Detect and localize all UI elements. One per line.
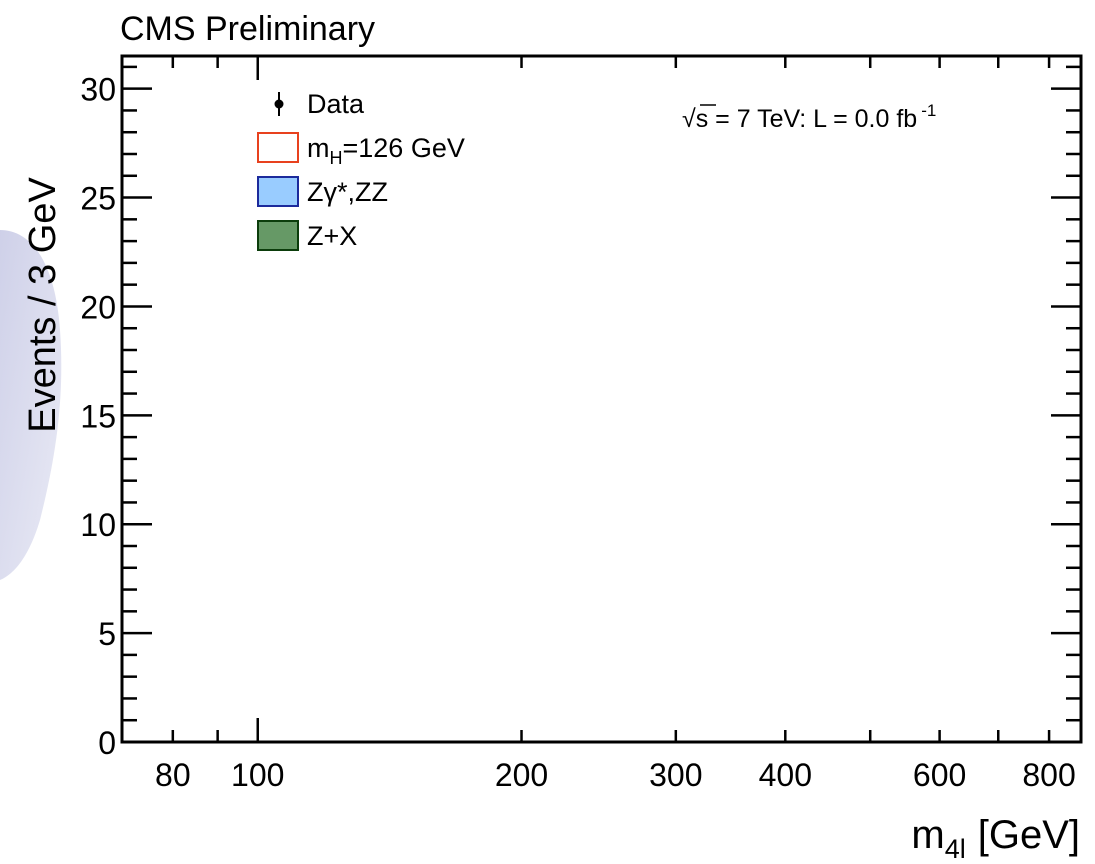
y-tick-label: 0 [98, 725, 116, 761]
x-tick-label: 80 [155, 757, 191, 793]
y-tick-label: 30 [80, 72, 116, 108]
y-tick-label: 10 [80, 507, 116, 543]
x-tick-label: 300 [649, 757, 702, 793]
x-axis-tick-labels: 80 100 200 300 400 600 800 [155, 757, 1076, 793]
legend-label-zz: Zγ*,ZZ [307, 177, 388, 207]
y-tick-label: 20 [80, 289, 116, 325]
energy-luminosity-annotation: √s = 7 TeV: L = 0.0 fb -1 [682, 101, 936, 133]
x-axis-ticks [120, 56, 1051, 742]
x-axis-label-main: m [911, 813, 944, 857]
sqrt-symbol: √ [682, 105, 696, 133]
legend-label-signal: mH=126 GeV [307, 133, 465, 168]
legend-swatch-signal [257, 132, 299, 163]
y-tick-label: 15 [80, 398, 116, 434]
legend: Data mH=126 GeV Zγ*,ZZ Z+X [257, 89, 465, 251]
legend-swatch-zx [257, 220, 299, 251]
legend-label-data: Data [307, 89, 365, 119]
annotation-text: √s = 7 TeV: L = 0.0 fb -1 [682, 101, 936, 133]
chart-title: CMS Preliminary [120, 10, 375, 48]
legend-entry-signal: mH=126 GeV [257, 132, 465, 168]
x-axis-label-unit: [GeV] [978, 813, 1080, 857]
legend-entry-data: Data [274, 89, 365, 119]
x-axis-label: m4l [GeV] [911, 813, 1080, 864]
data-point-marker [274, 99, 284, 109]
x-tick-label: 200 [495, 757, 548, 793]
legend-swatch-zz [257, 176, 299, 207]
legend-entry-zx: Z+X [257, 220, 357, 251]
y-axis-label: Events / 3 GeV [22, 177, 64, 433]
sqrt-s: s [696, 105, 709, 133]
legend-entry-zz: Zγ*,ZZ [257, 176, 388, 207]
x-tick-label: 600 [913, 757, 966, 793]
x-tick-label: 400 [759, 757, 812, 793]
y-axis-tick-labels: 0 5 10 15 20 25 30 [80, 72, 116, 761]
y-tick-label: 5 [98, 616, 116, 652]
legend-label-zx: Z+X [307, 221, 357, 251]
plot-frame [120, 54, 1083, 744]
y-tick-label: 25 [80, 181, 116, 217]
y-axis-ticks [122, 65, 1081, 744]
x-axis-label-sub: 4l [945, 834, 966, 864]
x-tick-label: 100 [231, 757, 284, 793]
x-tick-label: 800 [1022, 757, 1075, 793]
